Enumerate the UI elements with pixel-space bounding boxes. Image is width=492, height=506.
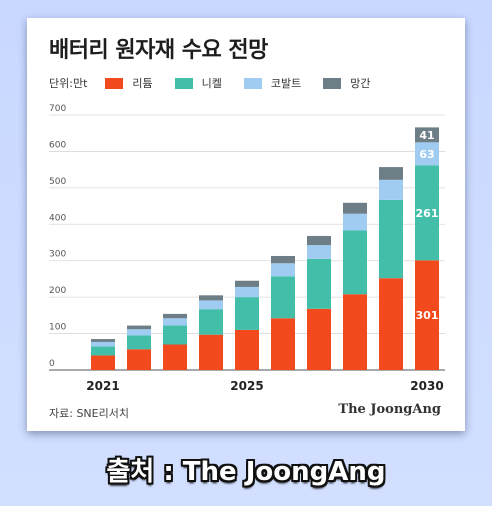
bar-2024-lithium	[199, 334, 223, 370]
bar-2021-nickel	[91, 346, 115, 356]
bar-2028-lithium	[343, 294, 367, 370]
bar-2028-manganese	[343, 202, 367, 214]
y-tick-label-400: 400	[49, 213, 66, 223]
legend-item-nickel: 니켈	[174, 75, 222, 91]
y-tick-label-200: 200	[49, 286, 66, 296]
value-label-2030-manganese: 41	[419, 129, 434, 142]
bar-2023-cobalt	[163, 318, 187, 326]
chart-plot: 0 100 200 300 400 500 600 700 301 261 63 41 2021 2025…	[49, 104, 445, 393]
legend-item-cobalt: 코발트	[243, 75, 302, 91]
bar-2023-lithium	[163, 344, 187, 370]
bar-2022-nickel	[127, 335, 151, 350]
bar-2024-manganese	[199, 295, 223, 301]
bar-2027-cobalt	[307, 245, 331, 259]
source-note: 자료: SNE리서치	[49, 407, 129, 420]
legend-swatch-nickel	[174, 77, 193, 89]
x-tick-label-2025: 2025	[230, 379, 263, 393]
bar-2022-cobalt	[127, 329, 151, 336]
bar-2023-manganese	[163, 313, 187, 319]
bar-2027-manganese	[307, 235, 331, 246]
chart-card: 배터리 원자재 수요 전망 단위:만t 리튬 니켈 코발트 망간 0 100 200…	[27, 18, 465, 431]
bar-2029-manganese	[379, 167, 403, 180]
bar-2021-lithium	[91, 355, 115, 370]
legend-item-manganese: 망간	[323, 75, 371, 91]
legend-label-manganese: 망간	[350, 77, 371, 90]
bar-2026-manganese	[271, 255, 295, 264]
x-tick-label-2030: 2030	[410, 379, 443, 393]
bar-2030-cobalt	[415, 142, 439, 166]
x-tick-label-2021: 2021	[86, 379, 119, 393]
value-label-2030-nickel: 261	[416, 207, 439, 220]
bar-2025-manganese	[235, 280, 259, 287]
bar-2025-nickel	[235, 297, 259, 330]
bar-2030-manganese	[415, 127, 439, 143]
bar-2030-nickel	[415, 165, 439, 261]
legend-swatch-manganese	[323, 77, 342, 89]
legend-item-lithium: 리튬	[105, 75, 153, 91]
y-tick-label-700: 700	[49, 104, 66, 114]
bar-2026-nickel	[271, 276, 295, 319]
bar-2021-manganese	[91, 339, 115, 342]
bar-2028-cobalt	[343, 213, 367, 231]
bar-2023-nickel	[163, 325, 187, 345]
bar-2025-cobalt	[235, 286, 259, 298]
bar-2029-lithium	[379, 278, 403, 370]
bar-2027-nickel	[307, 258, 331, 309]
bar-2022-manganese	[127, 325, 151, 330]
legend-label-cobalt: 코발트	[270, 77, 302, 90]
legend-swatch-cobalt	[243, 77, 262, 89]
y-tick-label-300: 300	[49, 250, 66, 260]
legend: 단위:만t 리튬 니켈 코발트 망간	[49, 75, 393, 91]
y-tick-label-600: 600	[49, 140, 66, 150]
bar-2029-cobalt	[379, 179, 403, 200]
bar-2024-nickel	[199, 309, 223, 335]
brand-logo: The JoongAng	[338, 402, 441, 417]
value-label-2030-cobalt: 63	[419, 148, 434, 161]
bar-2024-cobalt	[199, 300, 223, 310]
bar-2029-nickel	[379, 199, 403, 279]
y-tick-label-100: 100	[49, 323, 66, 333]
bar-2026-lithium	[271, 318, 295, 370]
bar-2028-nickel	[343, 230, 367, 295]
unit-label: 단위:만t	[49, 77, 88, 90]
y-tick-label-0: 0	[49, 359, 55, 369]
bar-2027-lithium	[307, 308, 331, 370]
bar-2026-cobalt	[271, 263, 295, 277]
legend-label-lithium: 리튬	[132, 77, 153, 90]
bar-2022-lithium	[127, 349, 151, 370]
bar-2021-cobalt	[91, 341, 115, 347]
y-tick-label-500: 500	[49, 177, 66, 187]
caption-text: 출처 : The JoongAng	[106, 457, 386, 487]
bar-2025-lithium	[235, 329, 259, 370]
legend-label-nickel: 니켈	[201, 77, 222, 90]
value-label-2030-lithium: 301	[416, 309, 439, 322]
legend-swatch-lithium	[105, 77, 124, 89]
bar-2030-lithium	[415, 260, 439, 370]
chart-title: 배터리 원자재 수요 전망	[49, 38, 268, 63]
